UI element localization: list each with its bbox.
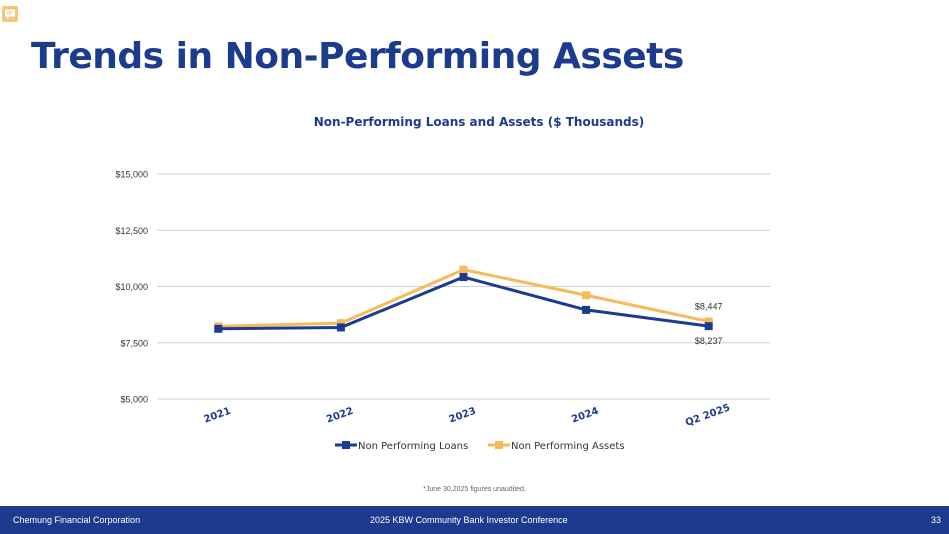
footnote: *June 30,2025 figures unaudited. — [423, 486, 526, 493]
y-tick-label: $5,000 — [120, 395, 148, 405]
x-tick-label: 2021 — [202, 406, 232, 426]
page-number: 33 — [931, 515, 942, 525]
legend-marker — [495, 441, 503, 449]
data-point — [582, 291, 591, 300]
data-point — [459, 265, 468, 274]
y-tick-label: $10,000 — [115, 282, 148, 292]
y-tick-label: $15,000 — [115, 170, 148, 180]
data-point — [704, 317, 713, 326]
data-point — [459, 273, 468, 282]
chart-title: Non-Performing Loans and Assets ($ Thous… — [314, 115, 645, 129]
data-point — [214, 324, 223, 333]
data-point — [582, 305, 591, 314]
legend-label: Non Performing Loans — [358, 441, 468, 452]
x-tick-label: Q2 2025 — [684, 402, 732, 428]
footer-event: 2025 KBW Community Bank Investor Confere… — [370, 515, 568, 525]
line-chart: Non-Performing Loans and Assets ($ Thous… — [115, 115, 770, 452]
footer-bar: Chemung Financial Corporation 2025 KBW C… — [0, 506, 949, 534]
data-point — [336, 319, 345, 328]
data-point — [336, 323, 345, 332]
data-point — [704, 322, 713, 331]
x-tick-label: 2022 — [325, 406, 355, 426]
page-title: Trends in Non-Performing Assets — [31, 36, 684, 77]
footer-company: Chemung Financial Corporation — [13, 515, 141, 525]
series-line — [218, 275, 709, 331]
x-tick-label: 2023 — [448, 406, 478, 426]
legend-marker — [342, 441, 350, 449]
data-label: $8,447 — [695, 301, 723, 311]
y-tick-label: $12,500 — [115, 226, 148, 236]
data-label: $8,237 — [695, 336, 723, 346]
legend-label: Non Performing Assets — [511, 441, 625, 452]
x-tick-label: 2024 — [570, 406, 600, 426]
comment-icon[interactable] — [2, 6, 18, 22]
y-tick-label: $7,500 — [120, 338, 148, 348]
